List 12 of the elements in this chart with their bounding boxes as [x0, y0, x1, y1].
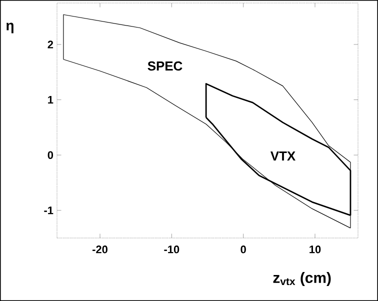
x-tick-label: -10: [164, 246, 180, 254]
x-tick-label: -20: [92, 246, 108, 254]
x-tick-label: 10: [310, 246, 321, 254]
y-tick-label: 2: [48, 40, 54, 48]
annotation: VTX: [270, 152, 296, 160]
x-tick-label: 0: [240, 246, 246, 254]
x-axis-title: z$_{vtx}$ (cm): [273, 272, 331, 286]
y-axis-title: η: [6, 22, 14, 34]
y-tick-label: -1: [44, 206, 54, 214]
annotation: SPEC: [148, 61, 182, 71]
y-tick-label: 1: [48, 96, 54, 104]
y-tick-label: 0: [48, 151, 54, 159]
